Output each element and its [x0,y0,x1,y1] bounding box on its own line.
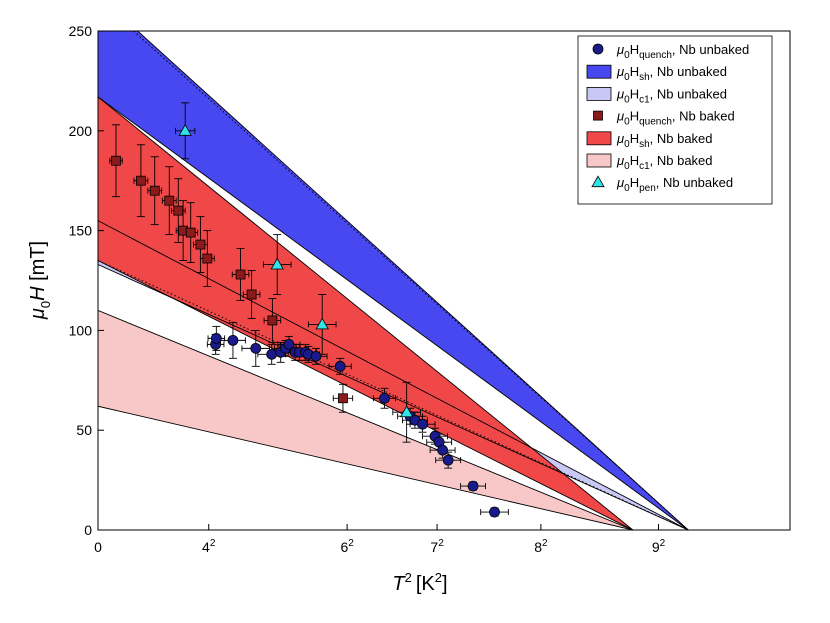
y-tick-label-1: 50 [76,422,92,438]
y-tick-label-3: 150 [69,223,93,239]
circle-point-0-13 [334,360,346,372]
legend-label-1: μ0Hsh, Nb unbaked [616,64,727,83]
square-point-1-3 [164,195,175,206]
x-tick-label-3: 72 [430,538,444,555]
legend-label-2: μ0Hc1, Nb unbaked [616,86,727,105]
legend-marker-3 [593,110,603,121]
triangle-point-2-0 [178,123,192,136]
legend-swatch-1 [586,64,612,79]
legend-swatch-5 [586,153,612,168]
fit-line-1 [98,96,689,530]
circle-point-0-7 [283,338,295,350]
fit-line-7 [98,405,634,530]
circle-point-0-2 [227,334,239,346]
y-tick-label-4: 200 [69,123,93,139]
legend-marker-0 [592,43,604,55]
circle-point-0-23 [489,506,500,518]
square-point-1-0 [111,155,121,166]
legend-marker-6 [591,175,605,188]
circle-point-0-14 [379,392,390,404]
y-axis: 0 50 100 150 200 250 [69,23,104,538]
square-point-1-11 [267,315,278,326]
fit-lines-layer [98,31,689,530]
square-point-1-10 [246,289,257,300]
y-tick-label-5: 250 [69,23,93,39]
fit-line-3 [98,264,689,530]
square-point-1-1 [136,175,146,186]
fit-line-4 [98,96,634,530]
x-tick-label-4: 82 [534,538,548,555]
y-axis-title: μ0H [mT] [27,241,53,320]
x-axis: 0 42 62 72 82 92 [94,524,666,555]
legend: μ0Hquench, Nb unbaked μ0Hsh, Nb unbaked μ0… [577,35,773,205]
y-tick-label-0: 0 [84,522,92,538]
square-point-1-6 [185,227,196,238]
x-tick-label-1: 42 [202,538,216,555]
triangle-point-2-3 [399,405,414,418]
markers-layer [111,123,500,518]
square-point-1-8 [202,253,213,264]
legend-label-3: μ0Hquench, Nb baked [616,109,735,128]
square-point-1-9 [235,269,246,280]
square-point-1-4 [173,205,184,216]
x-axis-title: T2 [K2] [392,570,447,595]
x-tick-label-2: 62 [340,538,354,555]
fit-line-2 [98,220,689,530]
circle-point-0-21 [442,454,454,466]
circle-point-0-20 [437,444,449,456]
legend-label-0: μ0Hquench, Nb unbaked [616,42,749,61]
band-0 [98,31,689,530]
circle-point-0-17 [417,418,428,430]
fit-line-6 [98,310,634,530]
triangle-point-2-2 [315,317,329,330]
legend-swatch-2 [586,87,612,101]
dotted-line-1 [98,260,689,530]
circle-point-0-4 [266,348,278,360]
circle-point-0-1 [210,332,222,344]
fit-line-5 [98,260,634,530]
x-tick-label-5: 92 [652,538,666,555]
plot-frame [97,30,791,531]
legend-swatch-4 [586,131,612,146]
square-point-1-2 [149,185,160,196]
circle-point-0-3 [250,342,262,354]
legend-label-5: μ0Hc1, Nb baked [616,153,713,172]
triangle-point-2-1 [270,257,284,270]
dotted-line-0 [132,31,689,530]
legend-label-4: μ0Hsh, Nb baked [616,131,713,150]
circle-point-0-12 [310,350,322,362]
legend-label-6: μ0Hpen, Nb unbaked [616,175,733,194]
circle-point-0-22 [467,480,479,492]
x-tick-label-0: 0 [94,539,102,555]
legend-box [577,35,773,205]
y-tick-label-2: 100 [69,322,93,338]
square-point-1-12 [338,393,348,404]
square-point-1-7 [195,239,206,250]
